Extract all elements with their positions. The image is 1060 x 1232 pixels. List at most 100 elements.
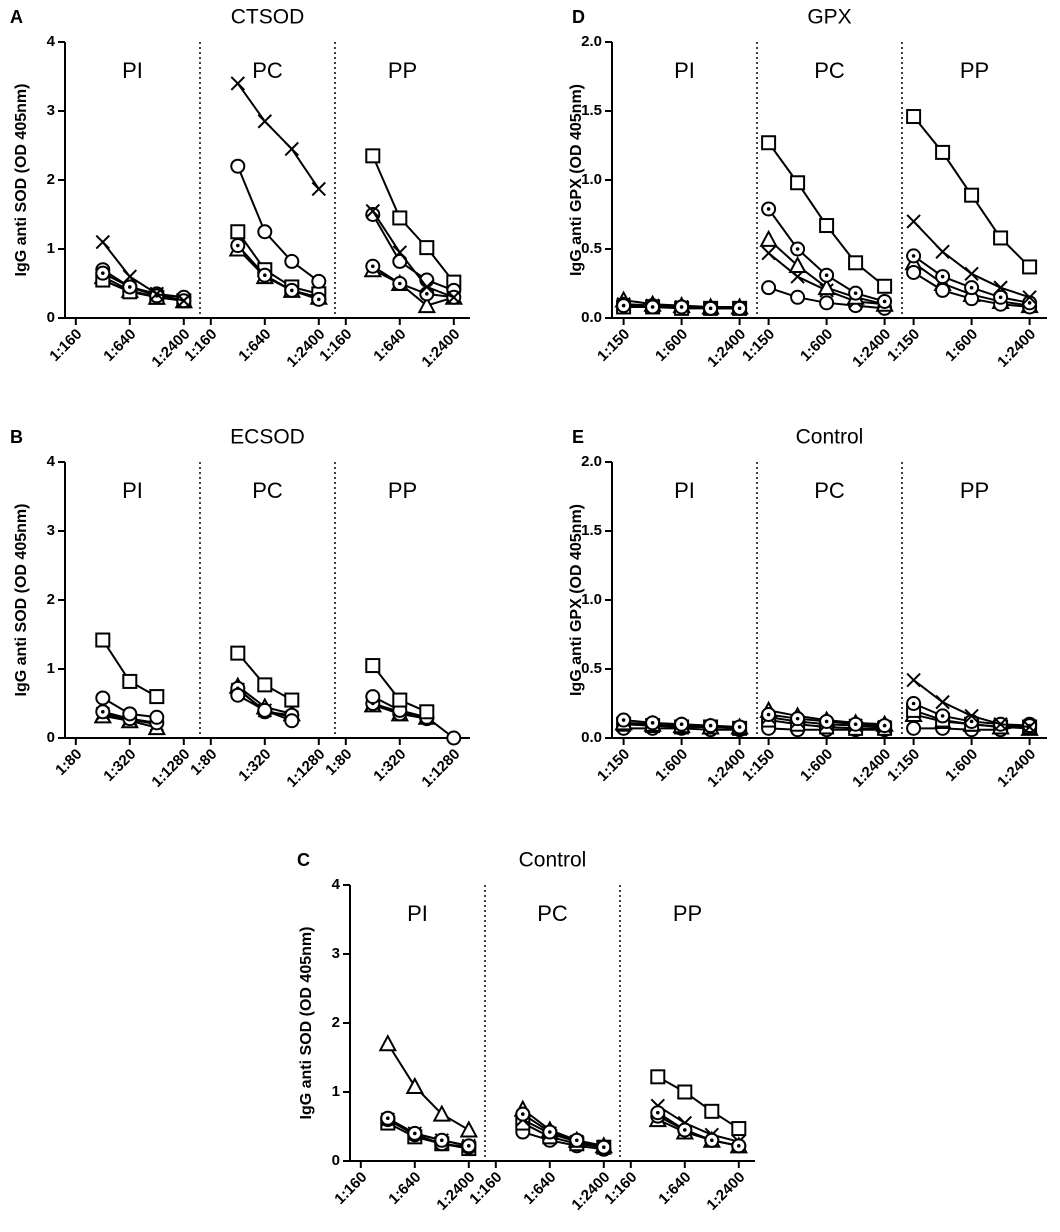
series-line bbox=[522, 1113, 605, 1149]
marker-dotted-circle bbox=[761, 201, 777, 217]
series-line bbox=[236, 165, 320, 283]
marker-square bbox=[392, 692, 408, 708]
x-tick-label: 1:600 bbox=[652, 326, 691, 365]
marker-square bbox=[284, 692, 300, 708]
marker-dotted-circle bbox=[365, 258, 381, 274]
section-label: PC bbox=[814, 478, 845, 503]
marker-dotted-circle bbox=[650, 1105, 666, 1121]
series-line bbox=[372, 695, 455, 739]
marker-dot bbox=[425, 292, 429, 296]
marker-dot bbox=[940, 714, 945, 718]
marker-cross bbox=[906, 672, 921, 688]
section-label: PI bbox=[674, 58, 695, 83]
marker-dot bbox=[679, 305, 684, 309]
y-tick-label: 3 bbox=[332, 945, 340, 962]
marker-square bbox=[1022, 259, 1038, 275]
marker-dot bbox=[710, 1138, 714, 1143]
marker-cross bbox=[906, 214, 921, 229]
marker-dot bbox=[853, 722, 858, 726]
marker-dot bbox=[969, 285, 974, 290]
marker-dot bbox=[236, 243, 240, 248]
marker-dotted-circle bbox=[790, 711, 806, 727]
marker-dotted-circle bbox=[407, 1125, 423, 1141]
marker-dotted-circle bbox=[230, 238, 246, 254]
x-tick-label: 1:600 bbox=[942, 746, 981, 785]
x-tick-label: 1:600 bbox=[797, 326, 836, 365]
panel: C Control IgG anti SOD (OD 405nm) 0 1 2 3 4 PI 1:… bbox=[297, 849, 755, 1214]
y-axis-label: IgG anti SOD (OD 405nm) bbox=[13, 84, 30, 277]
marker-dot bbox=[290, 288, 294, 293]
marker-circle bbox=[906, 720, 922, 736]
y-tick-label: 1.0 bbox=[581, 591, 602, 608]
marker-circle bbox=[230, 158, 246, 174]
marker-dot bbox=[440, 1138, 444, 1143]
series-line bbox=[522, 1131, 604, 1151]
marker-cross bbox=[761, 245, 776, 261]
marker-dotted-circle bbox=[906, 248, 922, 264]
marker-dot bbox=[940, 274, 945, 279]
marker-square bbox=[392, 210, 408, 226]
x-tick-label: 1:2400 bbox=[703, 1169, 748, 1214]
marker-dot bbox=[467, 1144, 471, 1148]
marker-dot bbox=[683, 1128, 687, 1132]
y-tick-label: 1 bbox=[332, 1083, 340, 1100]
marker-circle bbox=[906, 264, 922, 280]
marker-square bbox=[993, 230, 1009, 246]
series-line bbox=[387, 1118, 469, 1149]
x-tick-label: 1:600 bbox=[942, 326, 981, 365]
marker-cross bbox=[964, 708, 979, 724]
marker-circle bbox=[365, 689, 381, 705]
marker-dot bbox=[824, 719, 829, 724]
marker-square bbox=[365, 658, 381, 674]
marker-dot bbox=[882, 723, 887, 728]
series-line bbox=[371, 155, 455, 283]
marker-circle bbox=[284, 253, 300, 269]
marker-dot bbox=[602, 1145, 606, 1149]
marker-dotted-circle bbox=[515, 1106, 531, 1122]
y-tick-label: 1.0 bbox=[581, 171, 602, 188]
series-line bbox=[236, 82, 320, 190]
y-tick-label: 0 bbox=[47, 729, 55, 746]
panel-title: Control bbox=[519, 849, 587, 872]
marker-dotted-circle bbox=[645, 715, 661, 731]
marker-dot bbox=[737, 725, 742, 729]
marker-dotted-circle bbox=[284, 282, 300, 298]
marker-dotted-circle bbox=[819, 267, 835, 283]
x-tick-label: 1:150 bbox=[594, 746, 633, 785]
marker-dotted-circle bbox=[877, 718, 893, 734]
marker-triangle bbox=[817, 278, 836, 296]
marker-cross bbox=[1022, 719, 1037, 735]
y-tick-label: 2.0 bbox=[581, 453, 602, 470]
series-line bbox=[371, 214, 455, 292]
marker-triangle bbox=[759, 229, 778, 247]
marker-circle bbox=[230, 687, 246, 703]
series-line bbox=[657, 1118, 740, 1147]
y-tick-label: 0.5 bbox=[581, 660, 602, 677]
y-tick-label: 3 bbox=[47, 102, 55, 119]
marker-triangle bbox=[432, 1104, 451, 1122]
marker-square bbox=[790, 175, 806, 191]
x-tick-label: 1:320 bbox=[235, 746, 274, 785]
marker-square bbox=[906, 109, 922, 125]
panel-title: GPX bbox=[807, 6, 851, 29]
marker-dotted-circle bbox=[790, 241, 806, 257]
panel-letter: C bbox=[297, 850, 310, 870]
x-tick-label: 1:320 bbox=[370, 746, 409, 785]
marker-dotted-circle bbox=[877, 293, 893, 309]
marker-dot bbox=[621, 303, 626, 308]
marker-circle bbox=[790, 289, 806, 305]
y-tick-label: 4 bbox=[47, 453, 56, 470]
panel-title: Control bbox=[796, 426, 864, 449]
series-line bbox=[657, 1104, 740, 1143]
y-tick-label: 1 bbox=[47, 660, 55, 677]
series-line bbox=[657, 1075, 740, 1130]
series-line bbox=[522, 1122, 604, 1149]
marker-dotted-circle bbox=[703, 718, 719, 734]
marker-dotted-circle bbox=[311, 291, 327, 307]
marker-dot bbox=[766, 207, 771, 211]
marker-dotted-circle bbox=[993, 289, 1009, 305]
marker-dot bbox=[795, 716, 800, 721]
marker-triangle bbox=[459, 1120, 478, 1138]
marker-dot bbox=[911, 701, 916, 706]
panel-letter: B bbox=[10, 427, 23, 447]
